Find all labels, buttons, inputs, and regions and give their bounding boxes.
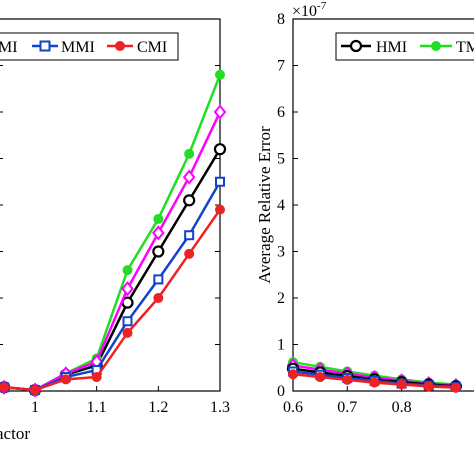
right-y-tick-label: 2 [277,290,285,307]
legend-label-cmi: CMI [137,39,167,56]
left-x-tick-label: 1 [31,399,39,416]
right-x-axis: 0.6 0.7 0.8 [283,386,412,416]
right-x-tick-label: 0.7 [337,399,357,416]
left-series-group [0,69,227,398]
legend-cmi-marker [115,41,125,51]
right-y-tick-label: 5 [277,151,285,168]
left-data-point-cmi [30,385,40,396]
left-x-tick-label: 1.3 [210,399,230,416]
legend-tmi-marker [431,41,441,51]
right-y-axis: 0 1 2 3 4 5 6 7 8 [277,11,298,400]
left-data-point-series-2 [152,225,165,241]
right-x-tick-label: 0.8 [392,399,412,416]
right-plot-area-frame [292,18,474,392]
left-data-point-mmi [215,176,225,187]
left-data-point-tmi [153,213,164,224]
left-data-point-cmi [153,293,164,303]
left-legend-box [0,32,179,61]
right-data-point-series-4 [423,381,434,392]
left-data-point-cmi [91,372,102,383]
left-x-axis-label: actor [0,424,30,443]
left-data-point-series-2 [121,281,134,297]
left-x-axis: 1 1.1 1.2 1.3 [31,386,230,416]
left-data-point-hmi [183,194,196,207]
left-data-point-cmi [215,204,225,215]
legend-label-tmi: TM [456,39,474,56]
left-data-point-tmi [122,265,133,276]
left-data-point-cmi [60,374,71,385]
right-y-tick-label: 4 [277,197,285,214]
right-y-tick-label: 7 [277,58,285,75]
left-chart-panel: 1 1.1 1.2 1.3 actor MI MMI CMI [0,18,230,443]
left-data-point-tmi [215,69,225,80]
right-series-group [286,357,463,393]
legend-hmi-marker [349,39,363,53]
left-data-point-cmi [184,248,195,259]
legend-label-mmi: MMI [61,39,95,56]
right-data-point-series-4 [315,372,326,383]
legend-label-mi: MI [0,39,18,56]
left-data-point-series-2 [182,169,196,185]
right-y-tick-label: 8 [277,11,285,28]
left-data-point-mmi [153,274,164,285]
left-data-point-series-2 [213,104,227,120]
right-y-tick-label: 3 [277,244,285,261]
right-y-tick-label: 1 [277,337,285,354]
right-chart-panel: 0.6 0.7 0.8 0 1 2 3 4 5 6 7 8 Average Relative Err… [255,0,474,416]
right-y-axis-label: Average Relative Error [255,126,274,284]
right-data-point-series-4 [369,377,380,388]
right-data-point-series-4 [396,379,407,390]
left-data-point-tmi [184,148,195,159]
left-data-point-mmi [122,316,133,327]
left-x-tick-label: 1.1 [87,399,107,416]
left-data-point-mmi [184,230,195,241]
left-data-point-hmi [213,143,227,156]
left-data-point-hmi [152,245,165,258]
legend-label-hmi: HMI [376,39,407,56]
right-legend: HMI TM [335,32,474,61]
right-y-multiplier-base: ×10 [292,3,317,20]
left-legend: MI MMI CMI [0,32,179,61]
right-y-tick-label: 6 [277,104,285,121]
left-series-line-cmi [4,208,222,392]
left-x-tick-label: 1.2 [148,399,168,416]
left-data-point-cmi [122,327,133,338]
right-x-tick-label: 0.6 [283,399,303,416]
left-data-point-cmi [0,382,10,393]
right-data-point-series-4 [450,382,461,393]
right-y-multiplier-exponent: -7 [317,0,327,12]
right-data-point-series-4 [342,374,353,385]
right-y-multiplier: ×10-7 [292,0,327,20]
right-y-tick-label: 0 [277,383,285,400]
right-data-point-series-4 [288,369,298,380]
legend-mmi-marker [39,40,51,52]
